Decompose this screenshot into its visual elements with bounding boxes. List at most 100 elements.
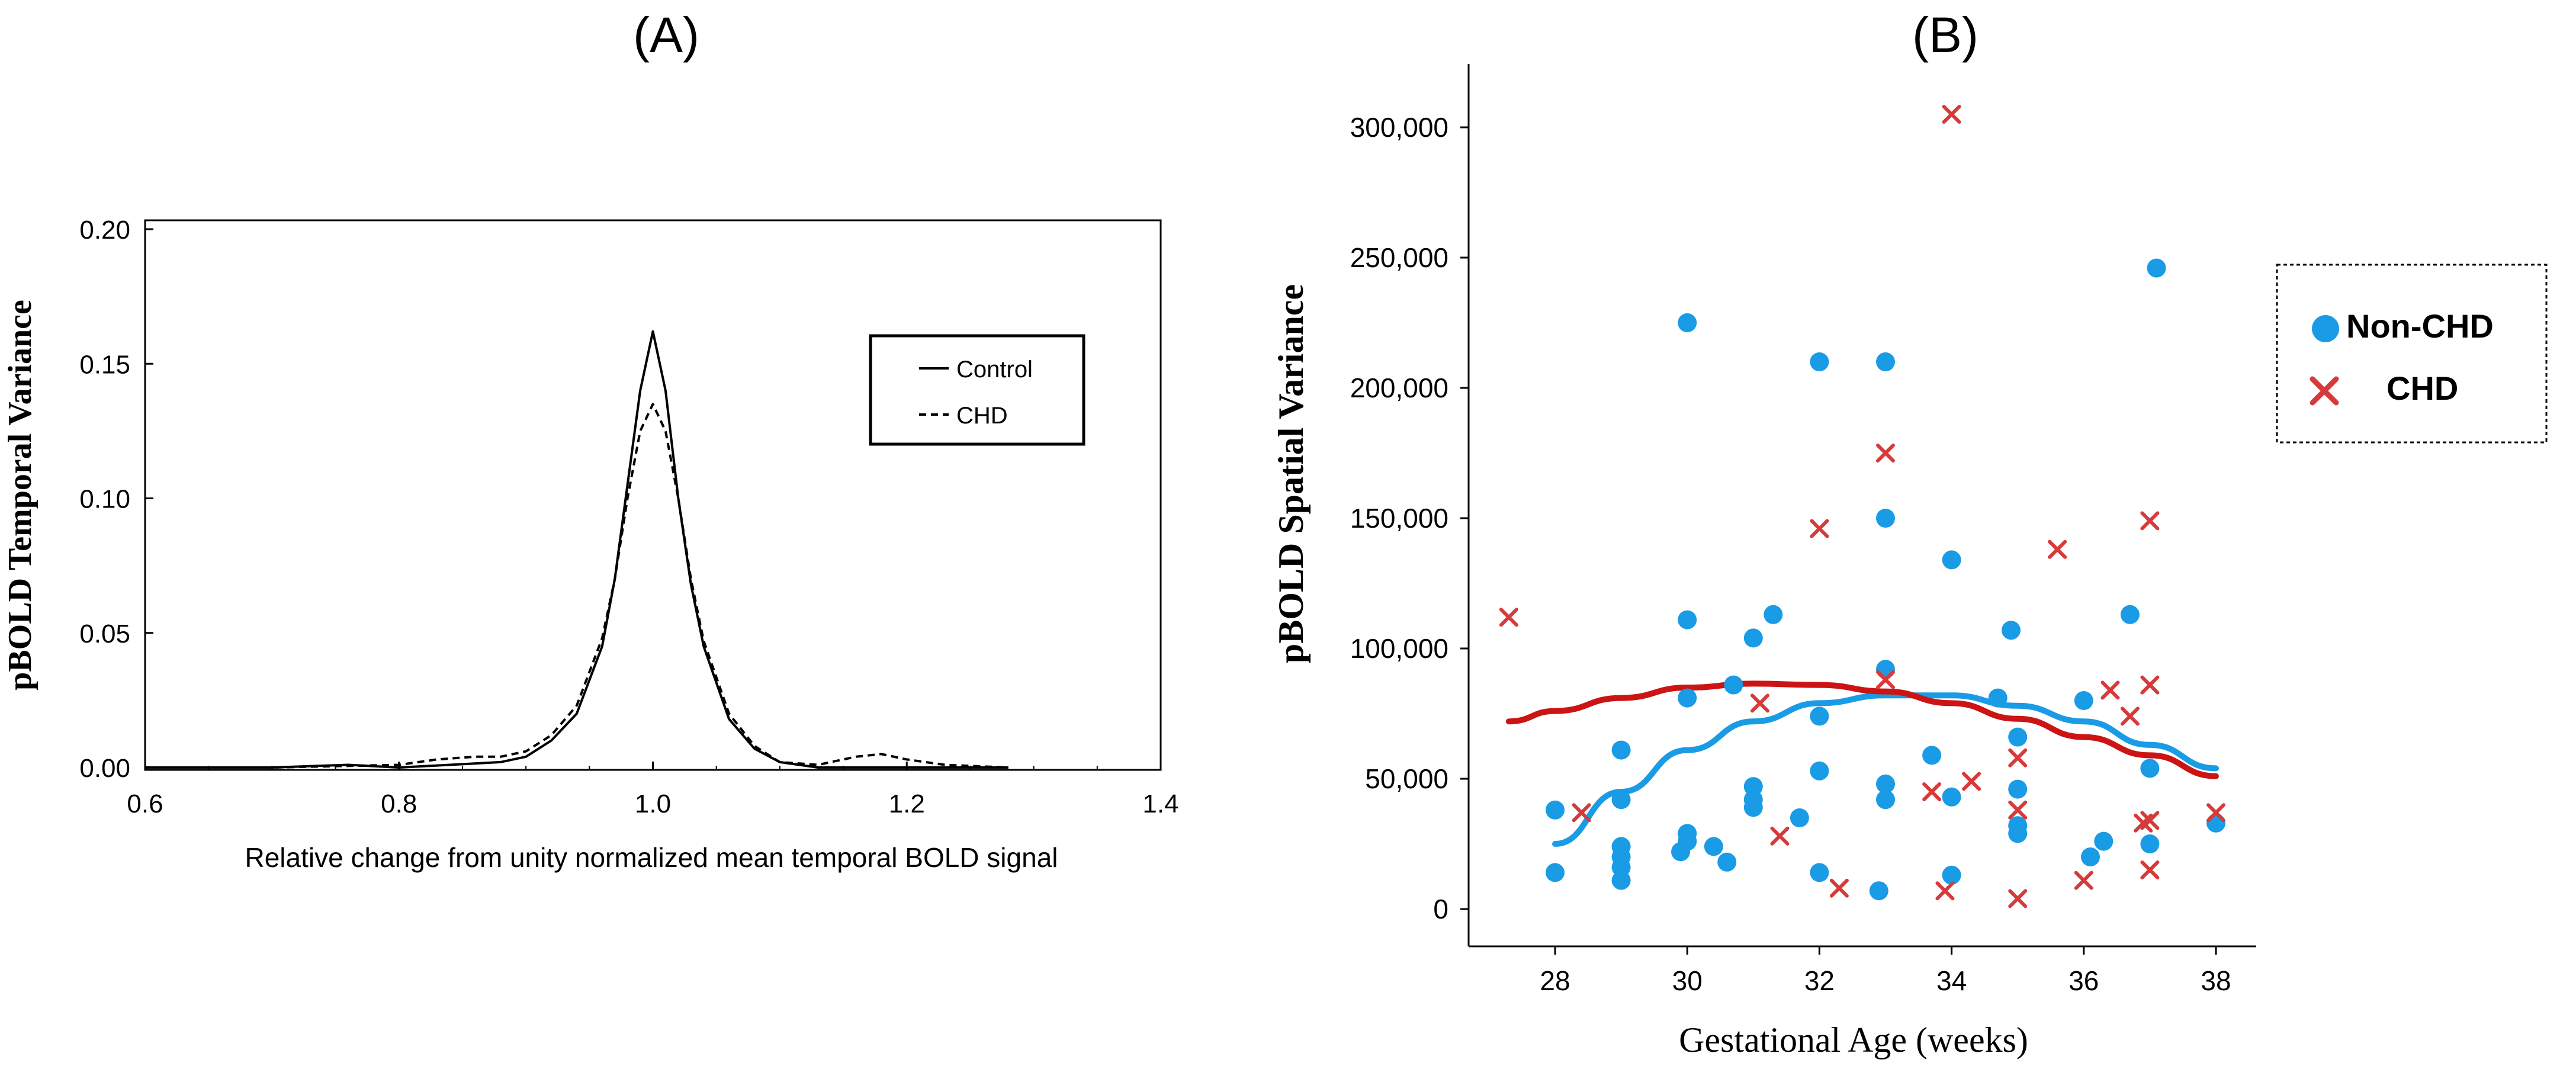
panel-b-fit-curves [1505, 680, 2219, 847]
non-chd-point [2140, 834, 2160, 853]
panel-b-y-axis-label: pBOLD Spatial Variance [1271, 284, 1311, 663]
panel-a-y-tick-label: 0.10 [79, 485, 130, 514]
panel-a-legend: Control CHD [869, 334, 1085, 446]
non-chd-point [1678, 313, 1697, 332]
chd-point [1935, 881, 1955, 901]
non-chd-point [1546, 800, 1565, 820]
panel-b-x-tick-label: 32 [1804, 965, 1835, 996]
panel-a-ticks: 0.6 0.8 1.0 1.2 1.4 0.00 0.05 0.10 0.15 0.20 [79, 216, 1178, 818]
panel-b-points [1499, 105, 2225, 908]
panel-a-x-tick-label: 0.8 [381, 789, 417, 818]
non-chd-point [2147, 258, 2166, 278]
chd-point [1750, 693, 1769, 713]
panel-a-y-tick-label: 0.20 [79, 216, 130, 245]
chd-point [2140, 511, 2160, 531]
panel-b-x-tick-label: 38 [2201, 965, 2231, 996]
panel-b-legend-box [2276, 264, 2548, 444]
series-line-control [145, 330, 1008, 769]
panel-b-ticks: 28 30 32 34 36 38 0 50,000 100,000 150,000 200,000… [1350, 112, 2231, 996]
non-chd-point [1678, 831, 1697, 851]
non-chd-point [1810, 352, 1829, 371]
panel-b-y-tick-label: 250,000 [1350, 242, 1448, 273]
chd-point [2008, 800, 2028, 820]
legend-non-chd-marker [2312, 315, 2339, 342]
non-chd-point [2094, 831, 2114, 851]
non-chd-point [1611, 740, 1631, 760]
non-chd-point [2120, 605, 2140, 624]
non-chd-point [1724, 675, 1743, 695]
non-chd-point [1876, 660, 1895, 679]
panel-a-x-tick-label: 0.6 [127, 789, 163, 818]
panel-a-y-axis-label: pBOLD Temporal Variance [2, 300, 38, 691]
non-chd-point [1743, 798, 1763, 817]
panel-b-y-tick-label: 50,000 [1365, 763, 1448, 794]
non-chd-point [1810, 863, 1829, 882]
legend-chd-label-b: CHD [2387, 370, 2458, 407]
chd-point [1499, 608, 1518, 627]
chd-point [1922, 782, 1942, 801]
non-chd-point [2002, 621, 2021, 640]
chd-point [1876, 444, 1895, 463]
non-chd-point [1611, 858, 1631, 877]
non-chd-point [2140, 759, 2160, 778]
chd-point [2074, 871, 2093, 890]
panel-a-x-tick-label: 1.4 [1142, 789, 1178, 818]
chd-point [2048, 540, 2067, 559]
non-chd-point [1922, 746, 1942, 765]
panel-a-x-axis-label: Relative change from unity normalized me… [245, 842, 1058, 873]
panel-a-y-tick-label: 0.00 [79, 754, 130, 783]
panel-a-line-chart: (A) 0.6 0.8 1.0 1.2 1.40.000.050.100.150.20 … [2, 7, 1179, 873]
non-chd-point [1678, 610, 1697, 630]
panel-b-y-tick-label: 200,000 [1350, 372, 1448, 403]
non-chd-point [1546, 863, 1565, 882]
series-line-chd [145, 403, 1008, 769]
non-chd-point [1876, 509, 1895, 528]
non-chd-point [1869, 881, 1888, 901]
non-chd-point [1743, 777, 1763, 797]
panel-b-y-tick-label: 300,000 [1350, 112, 1448, 143]
panel-b-label: (B) [1912, 7, 1978, 63]
chd-point [1942, 105, 1961, 124]
fit-curve-non-chd [1552, 692, 2219, 847]
non-chd-point [1942, 550, 1961, 570]
non-chd-point [2008, 824, 2028, 843]
panel-b-x-tick-label: 34 [1936, 965, 1967, 996]
chd-point [2008, 889, 2028, 908]
non-chd-point [1611, 790, 1631, 810]
chd-point [2008, 748, 2028, 767]
chd-point [2140, 811, 2160, 830]
panel-b-y-tick-label: 100,000 [1350, 633, 1448, 664]
non-chd-point [1876, 774, 1895, 794]
panel-a-label: (A) [633, 7, 699, 63]
panel-b-x-tick-label: 28 [1540, 965, 1570, 996]
legend-chd-marker [2310, 376, 2339, 406]
legend-control-label: Control [956, 357, 1033, 383]
chd-point [2120, 707, 2140, 726]
non-chd-point [1942, 787, 1961, 807]
chd-point [1829, 878, 1849, 898]
legend-chd-label: CHD [956, 403, 1008, 429]
panel-b-x-tick-label: 30 [1672, 965, 1703, 996]
legend-non-chd-label: Non-CHD [2346, 307, 2494, 345]
non-chd-point [1876, 790, 1895, 810]
chd-point [2140, 675, 2160, 695]
panel-b-legend: Non-CHD CHD [2276, 264, 2548, 444]
chd-point [2140, 860, 2160, 879]
non-chd-point [1743, 628, 1763, 648]
panel-a-series [145, 330, 1008, 769]
non-chd-point [1611, 871, 1631, 890]
panel-a-x-tick-label: 1.0 [635, 789, 671, 818]
non-chd-point [1717, 852, 1737, 872]
chd-point [1572, 803, 1591, 823]
panel-a-y-tick-label: 0.05 [79, 619, 130, 648]
panel-b-x-axis-label: Gestational Age (weeks) [1679, 1020, 2028, 1059]
fit-curve-chd [1505, 680, 2219, 779]
non-chd-point [1704, 837, 1723, 856]
non-chd-point [1810, 761, 1829, 781]
non-chd-point [2074, 691, 2093, 710]
panel-a-legend-box [869, 334, 1085, 446]
chd-point [1876, 670, 1895, 689]
panel-b-y-tick-label: 0 [1433, 894, 1448, 924]
non-chd-point [2008, 779, 2028, 799]
panel-a-x-tick-label: 1.2 [889, 789, 925, 818]
